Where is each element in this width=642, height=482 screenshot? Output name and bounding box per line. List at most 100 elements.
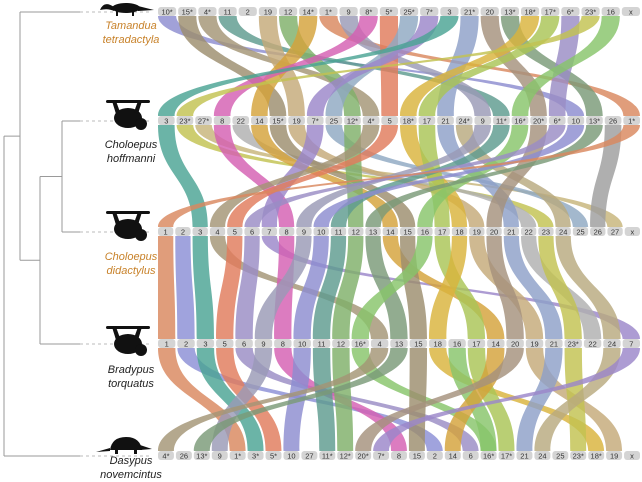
species-epithet: didactylus: [106, 265, 156, 277]
chromosome-segment: [417, 227, 433, 236]
chromosome-label: 12: [337, 339, 345, 348]
chromosome-segment: [251, 116, 268, 125]
synteny-ribbon-2: [177, 348, 443, 451]
species-label-bradypus-torquatus: Bradypus torquatus: [86, 363, 176, 391]
chromosome-label: 11: [318, 339, 326, 348]
species-genus: Choloepus: [104, 139, 158, 151]
chromosome-segment: [429, 339, 447, 348]
chromosome-label: 1: [165, 339, 169, 348]
chromosome-segment: [227, 227, 243, 236]
chromosome-segment: [437, 116, 454, 125]
synteny-ribbon-26: [590, 125, 622, 227]
chromosome-segment: [229, 451, 246, 460]
chromosome-label: 5: [223, 339, 227, 348]
chromosome-segment: [552, 451, 569, 460]
chromosome-segment: [503, 227, 519, 236]
chromosome-label: 8: [220, 116, 224, 125]
chromosome-label: 24*: [459, 116, 470, 125]
chromosome-segment: [348, 227, 364, 236]
chromosome-segment: [521, 227, 537, 236]
chromosome-segment: [444, 451, 461, 460]
synteny-ribbon-16: [511, 16, 620, 116]
chromosome-label: 19: [530, 339, 538, 348]
chromosome-label: 25: [330, 116, 338, 125]
chromosome-segment: [382, 227, 398, 236]
chromosome-label: 9: [302, 227, 306, 236]
chromosome-segment: [370, 339, 389, 348]
chromosome-segment: [493, 116, 510, 125]
synteny-ribbon-16: [417, 125, 529, 227]
chromosome-label: 4*: [162, 451, 169, 460]
chromosome-label: 4: [378, 339, 382, 348]
chromosome-label: 13: [395, 339, 403, 348]
synteny-ribbon-3: [196, 348, 264, 451]
chromosome-segment: [339, 7, 358, 16]
synteny-ribbon-3: [158, 125, 208, 227]
chromosome-segment: [623, 116, 640, 125]
synteny-ribbon-18: [429, 236, 468, 339]
chromosome-segment: [359, 7, 378, 16]
chromosome-segment: [177, 339, 195, 348]
synteny-ribbon-14: [251, 16, 318, 116]
chromosome-label: 21: [441, 116, 449, 125]
chromosome-segment: [500, 7, 519, 16]
chromosome-segment: [216, 339, 234, 348]
chromosome-segment: [365, 227, 381, 236]
chromosome-segment: [561, 7, 580, 16]
species-silhouettes: [96, 3, 154, 454]
chromosome-segment: [299, 7, 318, 16]
chromosome-segment: [506, 339, 524, 348]
track-choloepus_h: 3 23* 27* 8 22 14 15* 19 7* 25 12* 4* 5 18* 17 21 24* 9 11…: [158, 116, 640, 125]
chromosome-label: 9: [481, 116, 485, 125]
species-epithet: novemcintus: [100, 469, 162, 481]
chromosome-segment: [196, 339, 215, 348]
chromosome-label: 19: [610, 451, 618, 460]
chromosome-label: 6: [469, 451, 473, 460]
chromosome-label: 9: [218, 451, 222, 460]
chromosome-label: 3*: [252, 451, 259, 460]
synteny-ribbon-8: [213, 16, 378, 116]
chromosome-label: 26: [180, 451, 188, 460]
chromosome-label: 10: [317, 227, 325, 236]
chromosome-label: x: [630, 227, 634, 236]
chromosome-segment: [448, 339, 466, 348]
chromosome-segment: [462, 451, 479, 460]
chromosome-segment: [288, 116, 305, 125]
chromosome-label: 3: [203, 339, 207, 348]
chromosome-label: 16: [421, 227, 429, 236]
synteny-ribbon-6: [235, 348, 479, 451]
synteny-ribbon-12: [332, 236, 364, 339]
synteny-ribbon-17: [467, 348, 515, 451]
chromosome-segment: [621, 7, 640, 16]
chromosome-segment: [590, 227, 606, 236]
chromosome-label: 14: [255, 116, 263, 125]
chromosome-segment: [525, 339, 544, 348]
chromosome-label: 13: [369, 227, 377, 236]
synteny-ribbon-9: [339, 16, 492, 116]
chromosome-segment: [261, 227, 277, 236]
species-genus: Dasypus: [109, 455, 153, 467]
chromosome-label: 3: [198, 227, 202, 236]
chromosome-label: 21: [520, 451, 528, 460]
chromosome-segment: [301, 451, 318, 460]
chromosome-label: 9: [261, 339, 265, 348]
chromosome-label: 11: [224, 7, 232, 16]
synteny-ribbon-5: [227, 125, 398, 227]
chromosome-segment: [319, 451, 336, 460]
chromosome-label: 11*: [496, 116, 507, 125]
chromosome-segment: [351, 339, 369, 348]
chromosome-segment: [325, 116, 343, 125]
chromosome-segment: [319, 7, 338, 16]
chromosome-segment: [312, 339, 331, 348]
chromosome-label: 15*: [182, 7, 193, 16]
chromosome-segment: [603, 339, 621, 348]
synteny-ribbon-21: [516, 348, 563, 451]
chromosome-tracks: 10* 15* 4* 11 2 19 12 14* 1* 9 8* 5* 25* 7* 3 21* 20 13* 1…: [158, 7, 640, 460]
chromosome-segment: [460, 7, 479, 16]
chromosome-label: 9: [346, 7, 350, 16]
track-bradypus: 1 2 3 5 6 9 8 10 11 12 16* 4 13 15 18 16 17 14 20 19 21 23* 22…: [158, 339, 640, 348]
chromosome-label: 10: [572, 116, 580, 125]
synteny-ribbon-1: [319, 16, 640, 116]
synteny-ribbon-1: [158, 125, 640, 227]
